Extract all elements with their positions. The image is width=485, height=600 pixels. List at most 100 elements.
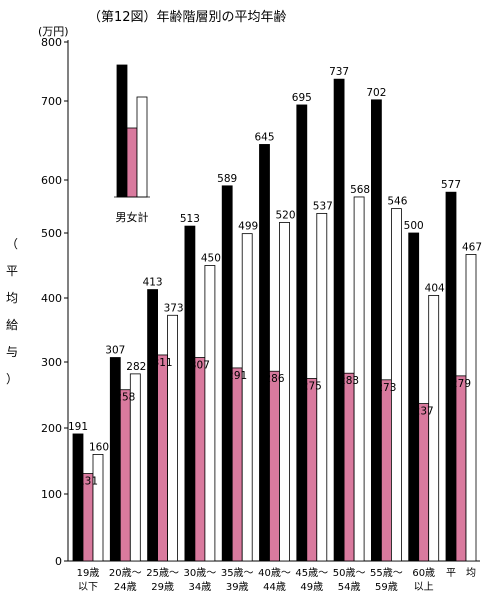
x-tick-label: 平 均 [446,567,476,579]
data-label-男: 577 [441,179,461,191]
data-label-計: 537 [313,200,333,212]
y-axis-unit: (万円) [38,25,69,38]
bar-男-3 [184,225,196,562]
bar-女-4 [231,367,243,562]
data-label-男: 513 [180,213,200,225]
data-label-計: 373 [164,302,184,314]
x-tick-label: 20歳～ [109,567,142,579]
x-tick-label: 50歳～ [333,567,366,579]
data-label-女: 275 [302,381,322,393]
bar-計-10 [465,254,477,562]
x-tick-label: 19歳 [77,567,100,579]
x-tick-label: 39歳 [226,581,249,593]
x-tick-label: 59歳 [375,581,398,593]
bar-男-9 [408,232,420,562]
x-tick-label: 25歳～ [146,567,179,579]
y-axis-label-char: 給 [6,318,18,332]
data-label-計: 404 [425,282,445,294]
x-tick-label: 55歳～ [370,567,403,579]
bar-計-3 [204,265,216,562]
y-axis-label-char: 平 [6,264,18,278]
bar-男-5 [259,144,270,562]
data-label-女: 291 [227,370,247,382]
y-tick-label: 600 [41,174,62,187]
x-tick-label: 29歳 [151,581,174,593]
x-tick-label: 54歳 [338,581,361,593]
x-tick-label: 24歳 [114,581,137,593]
x-tick-label: 34歳 [189,581,212,593]
legend: 男女計 [114,64,150,224]
data-label-男: 695 [292,92,312,104]
bar-計-4 [241,233,253,562]
x-tick-label: 以下 [78,582,98,593]
bar-女-3 [194,357,206,562]
y-axis-label-char: ） [6,372,18,386]
data-label-女: 286 [264,373,284,385]
y-axis-label: （ 平 均 給 与 ） [6,237,18,386]
data-label-女: 273 [376,382,396,394]
legend-swatch-女 [126,127,138,198]
bar-男-7 [333,78,345,562]
chart-title: （第12図）年齢階層別の平均年齢 [88,10,287,25]
data-label-計: 499 [238,221,258,233]
legend-swatch-男 [116,64,128,198]
bar-計-2 [167,314,179,562]
data-label-女: 131 [78,476,98,488]
data-label-男: 737 [329,66,349,78]
y-tick-label: 100 [41,488,62,501]
y-tick-label: 800 [41,36,62,49]
y-tick-label: 0 [55,555,62,568]
bar-男-8 [370,99,382,562]
data-label-男: 702 [366,87,386,99]
bar-計-5 [279,221,290,562]
data-label-男: 645 [254,131,274,143]
data-label-女: 237 [414,406,434,418]
bar-女-2 [157,354,169,562]
data-label-女: 279 [451,378,471,390]
bar-女-1 [119,389,131,562]
data-label-男: 589 [217,173,237,185]
data-label-女: 283 [339,375,359,387]
data-label-女: 307 [190,360,210,372]
bar-女-8 [380,379,392,562]
bar-女-10 [455,375,467,562]
y-tick-label: 400 [41,292,62,305]
bar-女-9 [418,403,430,562]
bar-計-1 [129,373,141,562]
y-axis-label-char: 均 [6,291,18,305]
data-label-計: 520 [275,209,295,221]
data-label-計: 450 [201,253,221,265]
bar-男-6 [296,104,308,562]
bar-男-10 [445,191,457,562]
x-tick-label: 40歳～ [258,567,291,579]
bar-男-1 [109,357,121,562]
y-tick-label: 300 [41,356,62,369]
x-tick-label: 60歳 [412,567,435,579]
y-tick-label: 700 [41,95,62,108]
x-tick-label: 49歳 [300,581,323,593]
data-label-計: 546 [387,196,407,208]
y-tick-label: 500 [41,227,62,240]
bar-計-9 [428,294,440,562]
bar-計-6 [316,212,328,562]
data-label-男: 413 [143,277,163,289]
bar-男-0 [72,433,84,562]
bar-女-6 [306,378,318,562]
y-axis-label-char: （ [6,237,18,251]
data-label-計: 568 [350,184,370,196]
bar-計-7 [353,196,365,562]
x-tick-label: 44歳 [263,581,286,593]
data-label-計: 160 [89,441,109,453]
bar-男-2 [147,289,159,562]
bar-計-0 [92,453,104,562]
y-tick-label: 200 [41,422,62,435]
data-label-計: 282 [126,361,146,373]
bar-女-5 [269,370,280,562]
x-tick-label: 35歳～ [221,567,254,579]
data-label-男: 307 [105,345,125,357]
legend-swatch-計 [136,96,148,198]
x-tick-label: 以上 [414,581,434,593]
x-tick-label: 45歳～ [295,567,328,579]
